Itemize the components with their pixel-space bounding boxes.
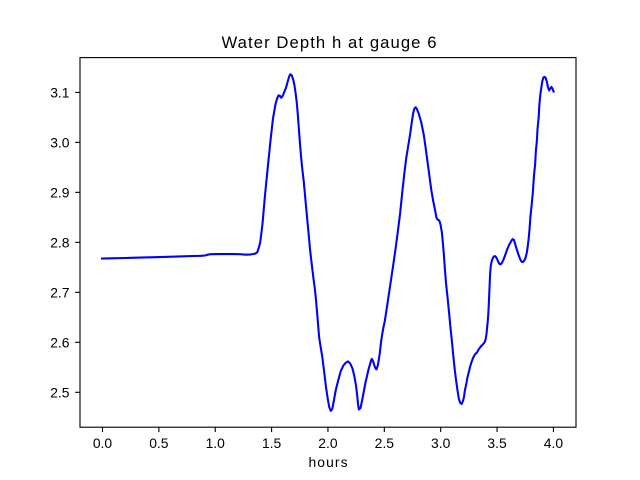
svg-text:2.7: 2.7 xyxy=(50,285,70,301)
svg-text:4.0: 4.0 xyxy=(544,435,564,451)
svg-text:1.5: 1.5 xyxy=(262,435,282,451)
svg-text:3.5: 3.5 xyxy=(487,435,507,451)
svg-text:Water Depth h at gauge 6: Water Depth h at gauge 6 xyxy=(222,33,437,52)
svg-text:2.9: 2.9 xyxy=(50,185,70,201)
svg-text:2.6: 2.6 xyxy=(50,335,70,351)
svg-text:3.1: 3.1 xyxy=(50,85,70,101)
svg-text:3.0: 3.0 xyxy=(431,435,451,451)
svg-text:2.0: 2.0 xyxy=(318,435,338,451)
svg-text:2.5: 2.5 xyxy=(50,385,70,401)
svg-text:2.8: 2.8 xyxy=(50,235,70,251)
svg-text:3.0: 3.0 xyxy=(50,135,70,151)
svg-text:1.0: 1.0 xyxy=(206,435,226,451)
svg-text:0.0: 0.0 xyxy=(93,435,113,451)
svg-text:2.5: 2.5 xyxy=(375,435,395,451)
svg-text:0.5: 0.5 xyxy=(149,435,169,451)
svg-text:hours: hours xyxy=(309,454,348,470)
